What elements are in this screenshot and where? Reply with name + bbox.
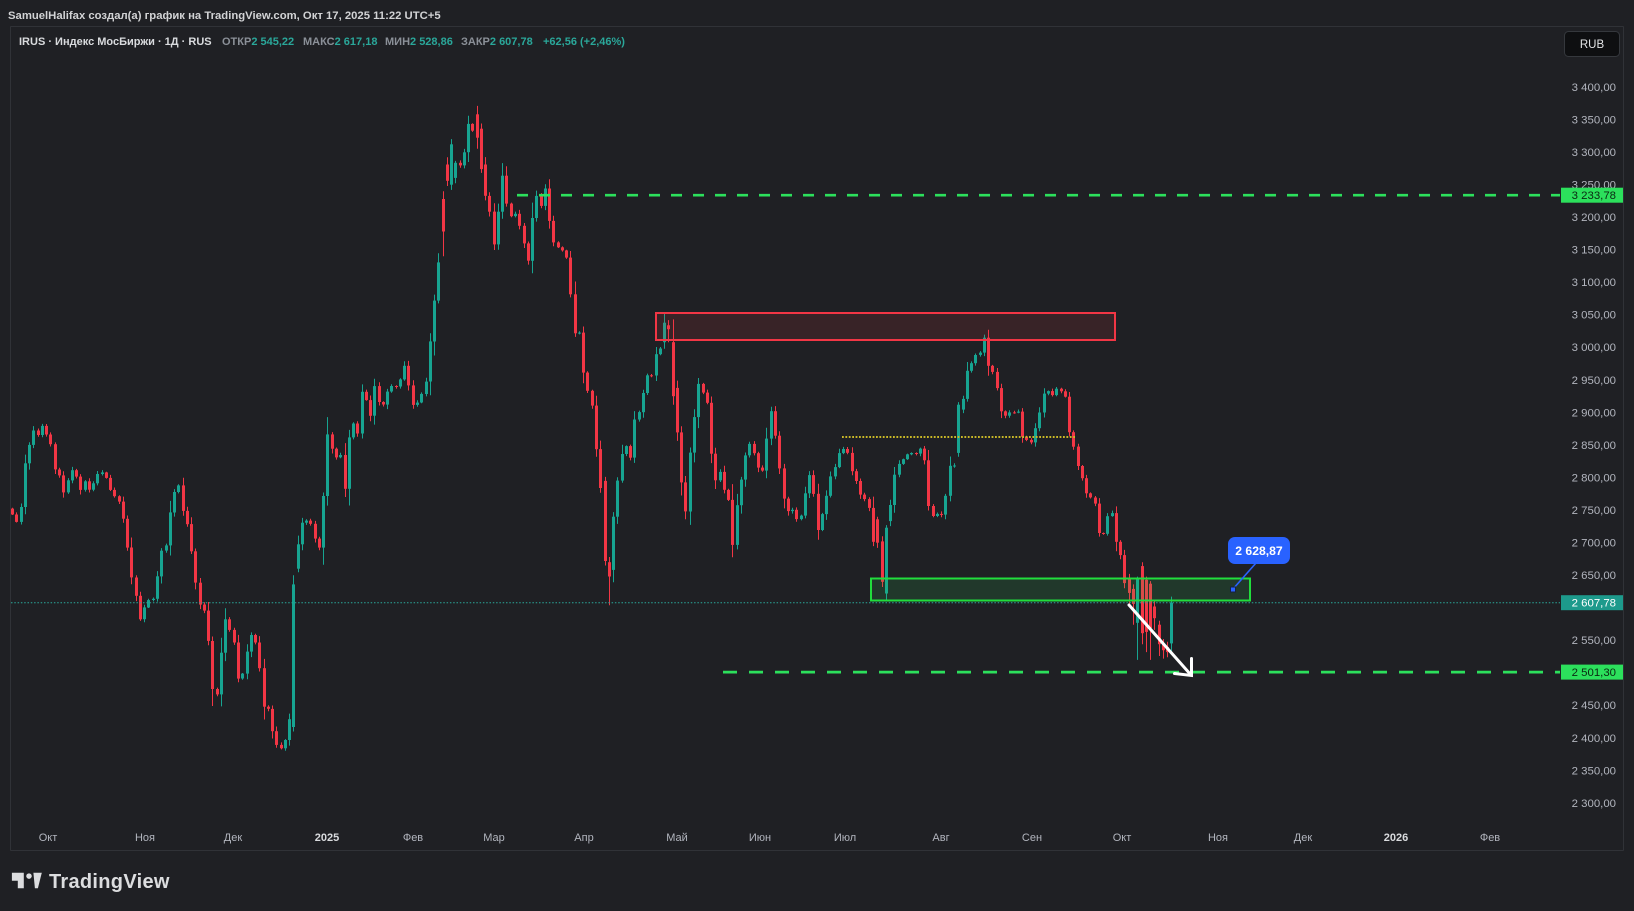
- svg-text:Окт: Окт: [39, 832, 58, 844]
- svg-text:RUB: RUB: [1580, 39, 1605, 51]
- svg-text:Май: Май: [666, 832, 688, 844]
- svg-text:Ноя: Ноя: [1208, 832, 1228, 844]
- svg-text:2 950,00: 2 950,00: [1572, 375, 1616, 387]
- svg-text:Апр: Апр: [574, 832, 593, 844]
- svg-text:2 750,00: 2 750,00: [1572, 505, 1616, 517]
- svg-text:3 050,00: 3 050,00: [1572, 310, 1616, 322]
- svg-text:2 450,00: 2 450,00: [1572, 700, 1616, 712]
- svg-text:2 650,00: 2 650,00: [1572, 570, 1616, 582]
- svg-text:2 400,00: 2 400,00: [1572, 733, 1616, 745]
- svg-text:2 850,00: 2 850,00: [1572, 440, 1616, 452]
- svg-text:МАКС2 617,18: МАКС2 617,18: [303, 36, 377, 48]
- svg-text:2 628,87: 2 628,87: [1235, 544, 1283, 558]
- svg-text:TradingView: TradingView: [49, 871, 170, 893]
- svg-text:2026: 2026: [1384, 832, 1408, 844]
- svg-text:3 400,00: 3 400,00: [1572, 82, 1616, 94]
- svg-text:Июн: Июн: [749, 832, 771, 844]
- svg-text:3 350,00: 3 350,00: [1572, 114, 1616, 126]
- svg-text:2 350,00: 2 350,00: [1572, 765, 1616, 777]
- svg-text:2 501,30: 2 501,30: [1572, 667, 1616, 679]
- svg-text:2025: 2025: [315, 832, 339, 844]
- svg-text:Авг: Авг: [932, 832, 949, 844]
- svg-text:Дек: Дек: [1294, 832, 1313, 844]
- svg-text:2 300,00: 2 300,00: [1572, 798, 1616, 810]
- svg-text:Июл: Июл: [834, 832, 856, 844]
- svg-text:3 000,00: 3 000,00: [1572, 342, 1616, 354]
- svg-text:3 300,00: 3 300,00: [1572, 147, 1616, 159]
- svg-text:3 200,00: 3 200,00: [1572, 212, 1616, 224]
- svg-text:IRUS · Индекс МосБиржи · 1Д ·: IRUS · Индекс МосБиржи · 1Д · RUS: [19, 36, 212, 48]
- svg-text:ЗАКР2 607,78: ЗАКР2 607,78: [461, 36, 533, 48]
- svg-text:Фев: Фев: [403, 832, 423, 844]
- svg-text:2 550,00: 2 550,00: [1572, 635, 1616, 647]
- svg-text:Ноя: Ноя: [135, 832, 155, 844]
- svg-text:МИН2 528,86: МИН2 528,86: [385, 36, 453, 48]
- svg-text:ОТКР2 545,22: ОТКР2 545,22: [222, 36, 294, 48]
- svg-text:Мар: Мар: [483, 832, 505, 844]
- svg-text:+62,56 (+2,46%): +62,56 (+2,46%): [543, 36, 625, 48]
- svg-text:3 100,00: 3 100,00: [1572, 277, 1616, 289]
- svg-text:Фев: Фев: [1480, 832, 1500, 844]
- svg-text:SamuelHalifax создал(а) график: SamuelHalifax создал(а) график на Tradin…: [8, 10, 441, 22]
- svg-text:2 800,00: 2 800,00: [1572, 472, 1616, 484]
- svg-text:Окт: Окт: [1113, 832, 1132, 844]
- svg-text:2 700,00: 2 700,00: [1572, 538, 1616, 550]
- svg-text:2 900,00: 2 900,00: [1572, 407, 1616, 419]
- svg-text:Сен: Сен: [1022, 832, 1042, 844]
- svg-text:Дек: Дек: [224, 832, 243, 844]
- svg-text:3 233,78: 3 233,78: [1572, 190, 1616, 202]
- svg-text:2 607,78: 2 607,78: [1572, 598, 1616, 610]
- svg-text:3 150,00: 3 150,00: [1572, 245, 1616, 257]
